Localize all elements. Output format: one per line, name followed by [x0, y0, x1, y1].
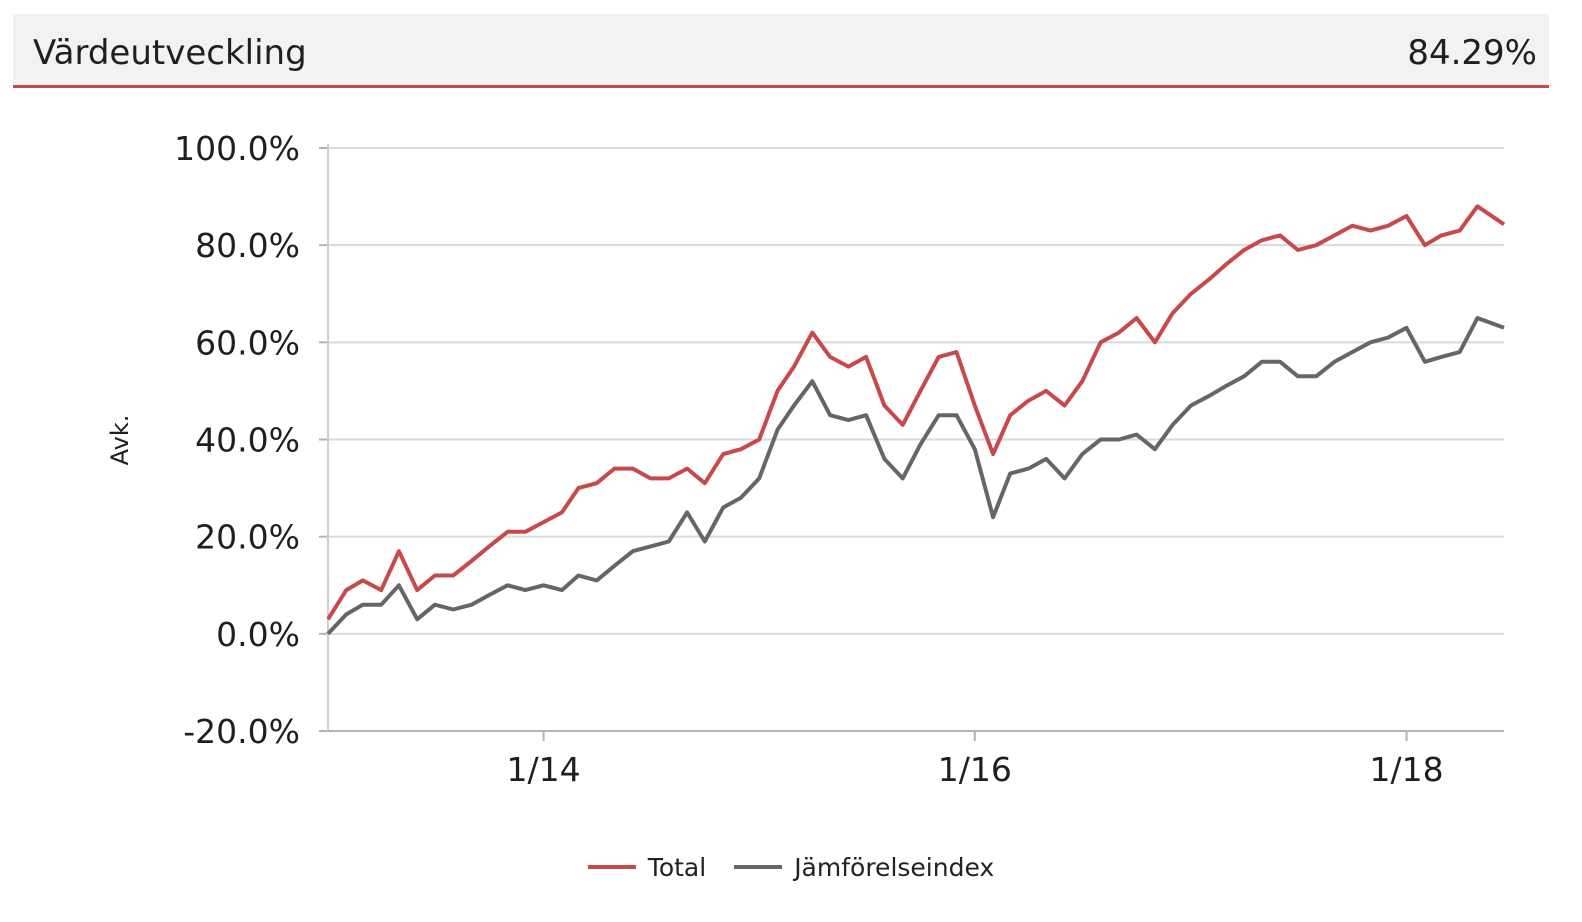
y-tick-label: 40.0%	[195, 421, 300, 460]
total-return-value: 84.29%	[1407, 33, 1537, 73]
y-tick-label: 20.0%	[195, 518, 300, 557]
series-line-total	[326, 204, 1506, 621]
y-tick-label: 100.0%	[174, 129, 300, 168]
y-tick-label: 0.0%	[216, 615, 300, 654]
legend-item: Total	[587, 852, 707, 882]
legend-item: Jämförelseindex	[734, 853, 994, 882]
legend-label: Jämförelseindex	[794, 852, 995, 882]
x-tick-label: 1/18	[1369, 750, 1443, 789]
chart-title: Värdeutveckling	[33, 33, 307, 73]
legend-swatch	[734, 865, 783, 869]
y-tick-label: -20.0%	[183, 712, 300, 751]
x-tick-label: 1/14	[507, 750, 581, 789]
y-axis-label: Avk.	[106, 415, 134, 466]
legend-label: Total	[647, 852, 707, 882]
y-tick-label: 80.0%	[195, 226, 300, 265]
series-line-jämförelseindex	[326, 316, 1505, 636]
legend-swatch	[587, 865, 636, 869]
chart-header: Värdeutveckling 84.29%	[13, 14, 1549, 88]
chart-legend: Total Jämförelseindex	[0, 846, 1582, 882]
x-tick-label: 1/16	[938, 750, 1012, 789]
line-chart: -20.0% 0.0% 20.0% 40.0% 60.0% 80.0% 100.0% 1/14…	[106, 129, 1506, 789]
y-tick-label: 60.0%	[195, 323, 300, 362]
